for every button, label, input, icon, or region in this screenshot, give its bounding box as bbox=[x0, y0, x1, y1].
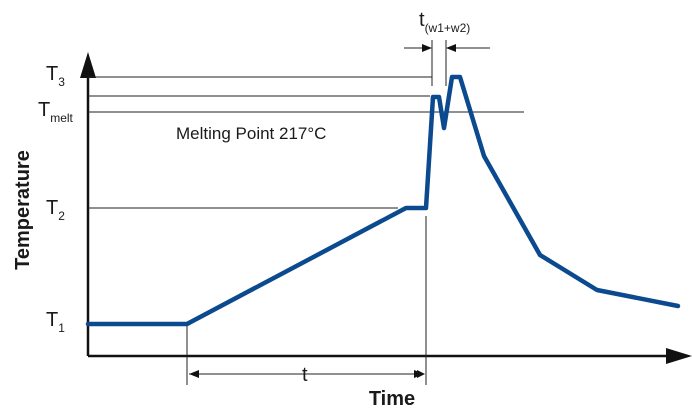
peak-window-label: t(w1+w2) bbox=[419, 9, 470, 35]
y-axis-arrowhead bbox=[80, 52, 96, 78]
x-axis-title: Time bbox=[369, 388, 415, 410]
duration-label: t bbox=[302, 364, 308, 386]
x-axis-arrowhead bbox=[666, 348, 692, 364]
y-axis-title: Temperature bbox=[12, 150, 34, 270]
peak-window-arrow-left-head bbox=[422, 44, 432, 52]
peak-window-arrow-right-head bbox=[446, 44, 456, 52]
duration-arrow-right-head bbox=[414, 370, 424, 378]
melting-point-annotation: Melting Point 217°C bbox=[176, 124, 326, 143]
level-label-t2: T2 bbox=[46, 197, 65, 223]
level-label-t1: T1 bbox=[46, 309, 65, 335]
duration-arrow-left-head bbox=[189, 370, 199, 378]
temperature-profile-line bbox=[85, 74, 681, 327]
level-label-t3: T3 bbox=[46, 63, 65, 89]
level-label-tmelt: Tmelt bbox=[38, 99, 74, 125]
